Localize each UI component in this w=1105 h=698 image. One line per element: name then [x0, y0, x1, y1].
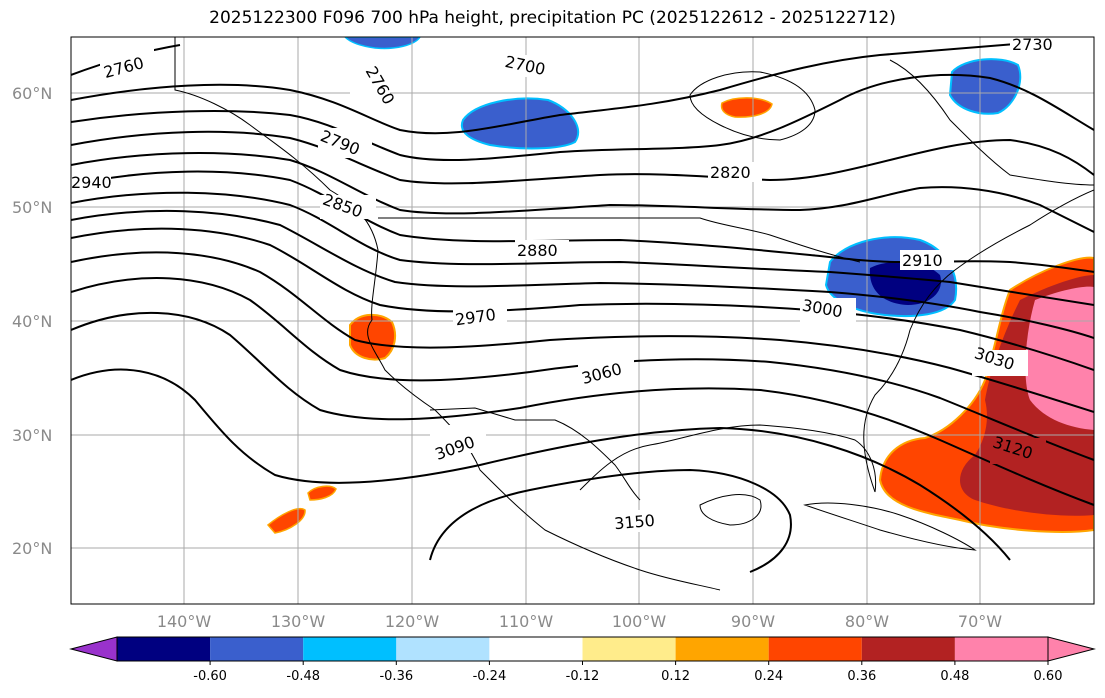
precip-greatlakes-navy: [869, 261, 941, 305]
colorbar-tick-label: -0.48: [286, 669, 320, 684]
colorbar-box: [210, 637, 304, 661]
colorbar-box: [954, 637, 1048, 661]
contour-label-2820: 2820: [710, 163, 751, 182]
contour-label-2910: 2910: [902, 251, 943, 270]
coast-east: [863, 189, 1094, 493]
border-us-canada: [378, 217, 861, 263]
latitude-labels: 60°N 50°N 40°N 30°N 20°N: [12, 84, 52, 558]
colorbar-box: [861, 637, 955, 661]
precip-pacific-2: [307, 485, 337, 501]
colorbar-box: [768, 637, 862, 661]
colorbar-tick-label: 0.12: [661, 669, 690, 684]
lat-label-60: 60°N: [12, 84, 52, 103]
colorbar-extend-high: [1047, 636, 1096, 662]
lon-label-140: 140°W: [157, 612, 212, 631]
colorbar-tick-label: -0.60: [193, 669, 227, 684]
longitude-labels: 140°W 130°W 120°W 110°W 100°W 90°W 80°W …: [157, 612, 1002, 631]
contour-label-3150: 3150: [613, 511, 655, 533]
contour-label-2880: 2880: [517, 241, 558, 260]
precip-canada-blue: [460, 97, 580, 150]
contour-label-2730: 2730: [1012, 35, 1053, 54]
precip-california: [349, 313, 397, 361]
lon-label-90: 90°W: [731, 612, 775, 631]
coast-hudson: [689, 71, 816, 141]
lat-label-20: 20°N: [12, 539, 52, 558]
colorbar-box: [396, 637, 490, 661]
lon-label-100: 100°W: [612, 612, 667, 631]
precip-north-blue: [343, 37, 421, 50]
contour-label-2940: 2940: [71, 173, 112, 192]
contour-labels: 2760 2700 2760 2730 2790 2940 2820 2850 …: [71, 35, 1062, 533]
colorbar-tick-label: -0.36: [379, 669, 413, 684]
lat-label-40: 40°N: [12, 312, 52, 331]
coastlines: [174, 37, 1094, 591]
colorbar-tick-label: -0.24: [473, 669, 507, 684]
lon-label-110: 110°W: [499, 612, 554, 631]
precip-pacific-1: [266, 508, 306, 534]
colorbar-box: [303, 637, 397, 661]
colorbar-tick-label: 0.60: [1034, 669, 1063, 684]
lat-label-30: 30°N: [12, 426, 52, 445]
lat-label-50: 50°N: [12, 198, 52, 217]
coast-cuba: [803, 502, 977, 551]
height-contours: [71, 41, 1094, 573]
colorbar-tick-label: 0.24: [754, 669, 783, 684]
colorbar-tick-label: -0.12: [566, 669, 600, 684]
lon-label-70: 70°W: [958, 612, 1002, 631]
colorbar-extend-low: [69, 636, 118, 662]
coast-gulf: [579, 424, 877, 493]
colorbar-box: [675, 637, 769, 661]
colorbar-box: [117, 637, 211, 661]
colorbar-tick-label: 0.36: [847, 669, 876, 684]
precip-hudson: [720, 97, 773, 118]
lon-label-130: 130°W: [271, 612, 326, 631]
colorbar: -0.60 -0.48 -0.36 -0.24 -0.12 0.12 0.24 0.36 0.4…: [69, 636, 1096, 684]
coast-labrador: [889, 59, 1094, 186]
colorbar-tick-label: 0.48: [940, 669, 969, 684]
coast-pacific-nw: [174, 37, 721, 591]
map-title: 2025122300 F096 700 hPa height, precipit…: [209, 8, 896, 28]
border-us-mexico: [429, 407, 641, 501]
coast-yucatan: [699, 494, 762, 526]
colorbar-box: [489, 637, 583, 661]
colorbar-box: [582, 637, 676, 661]
map-frame: [70, 36, 1095, 605]
lon-label-120: 120°W: [385, 612, 440, 631]
precip-labrador-blue: [948, 58, 1022, 115]
lon-label-80: 80°W: [845, 612, 889, 631]
